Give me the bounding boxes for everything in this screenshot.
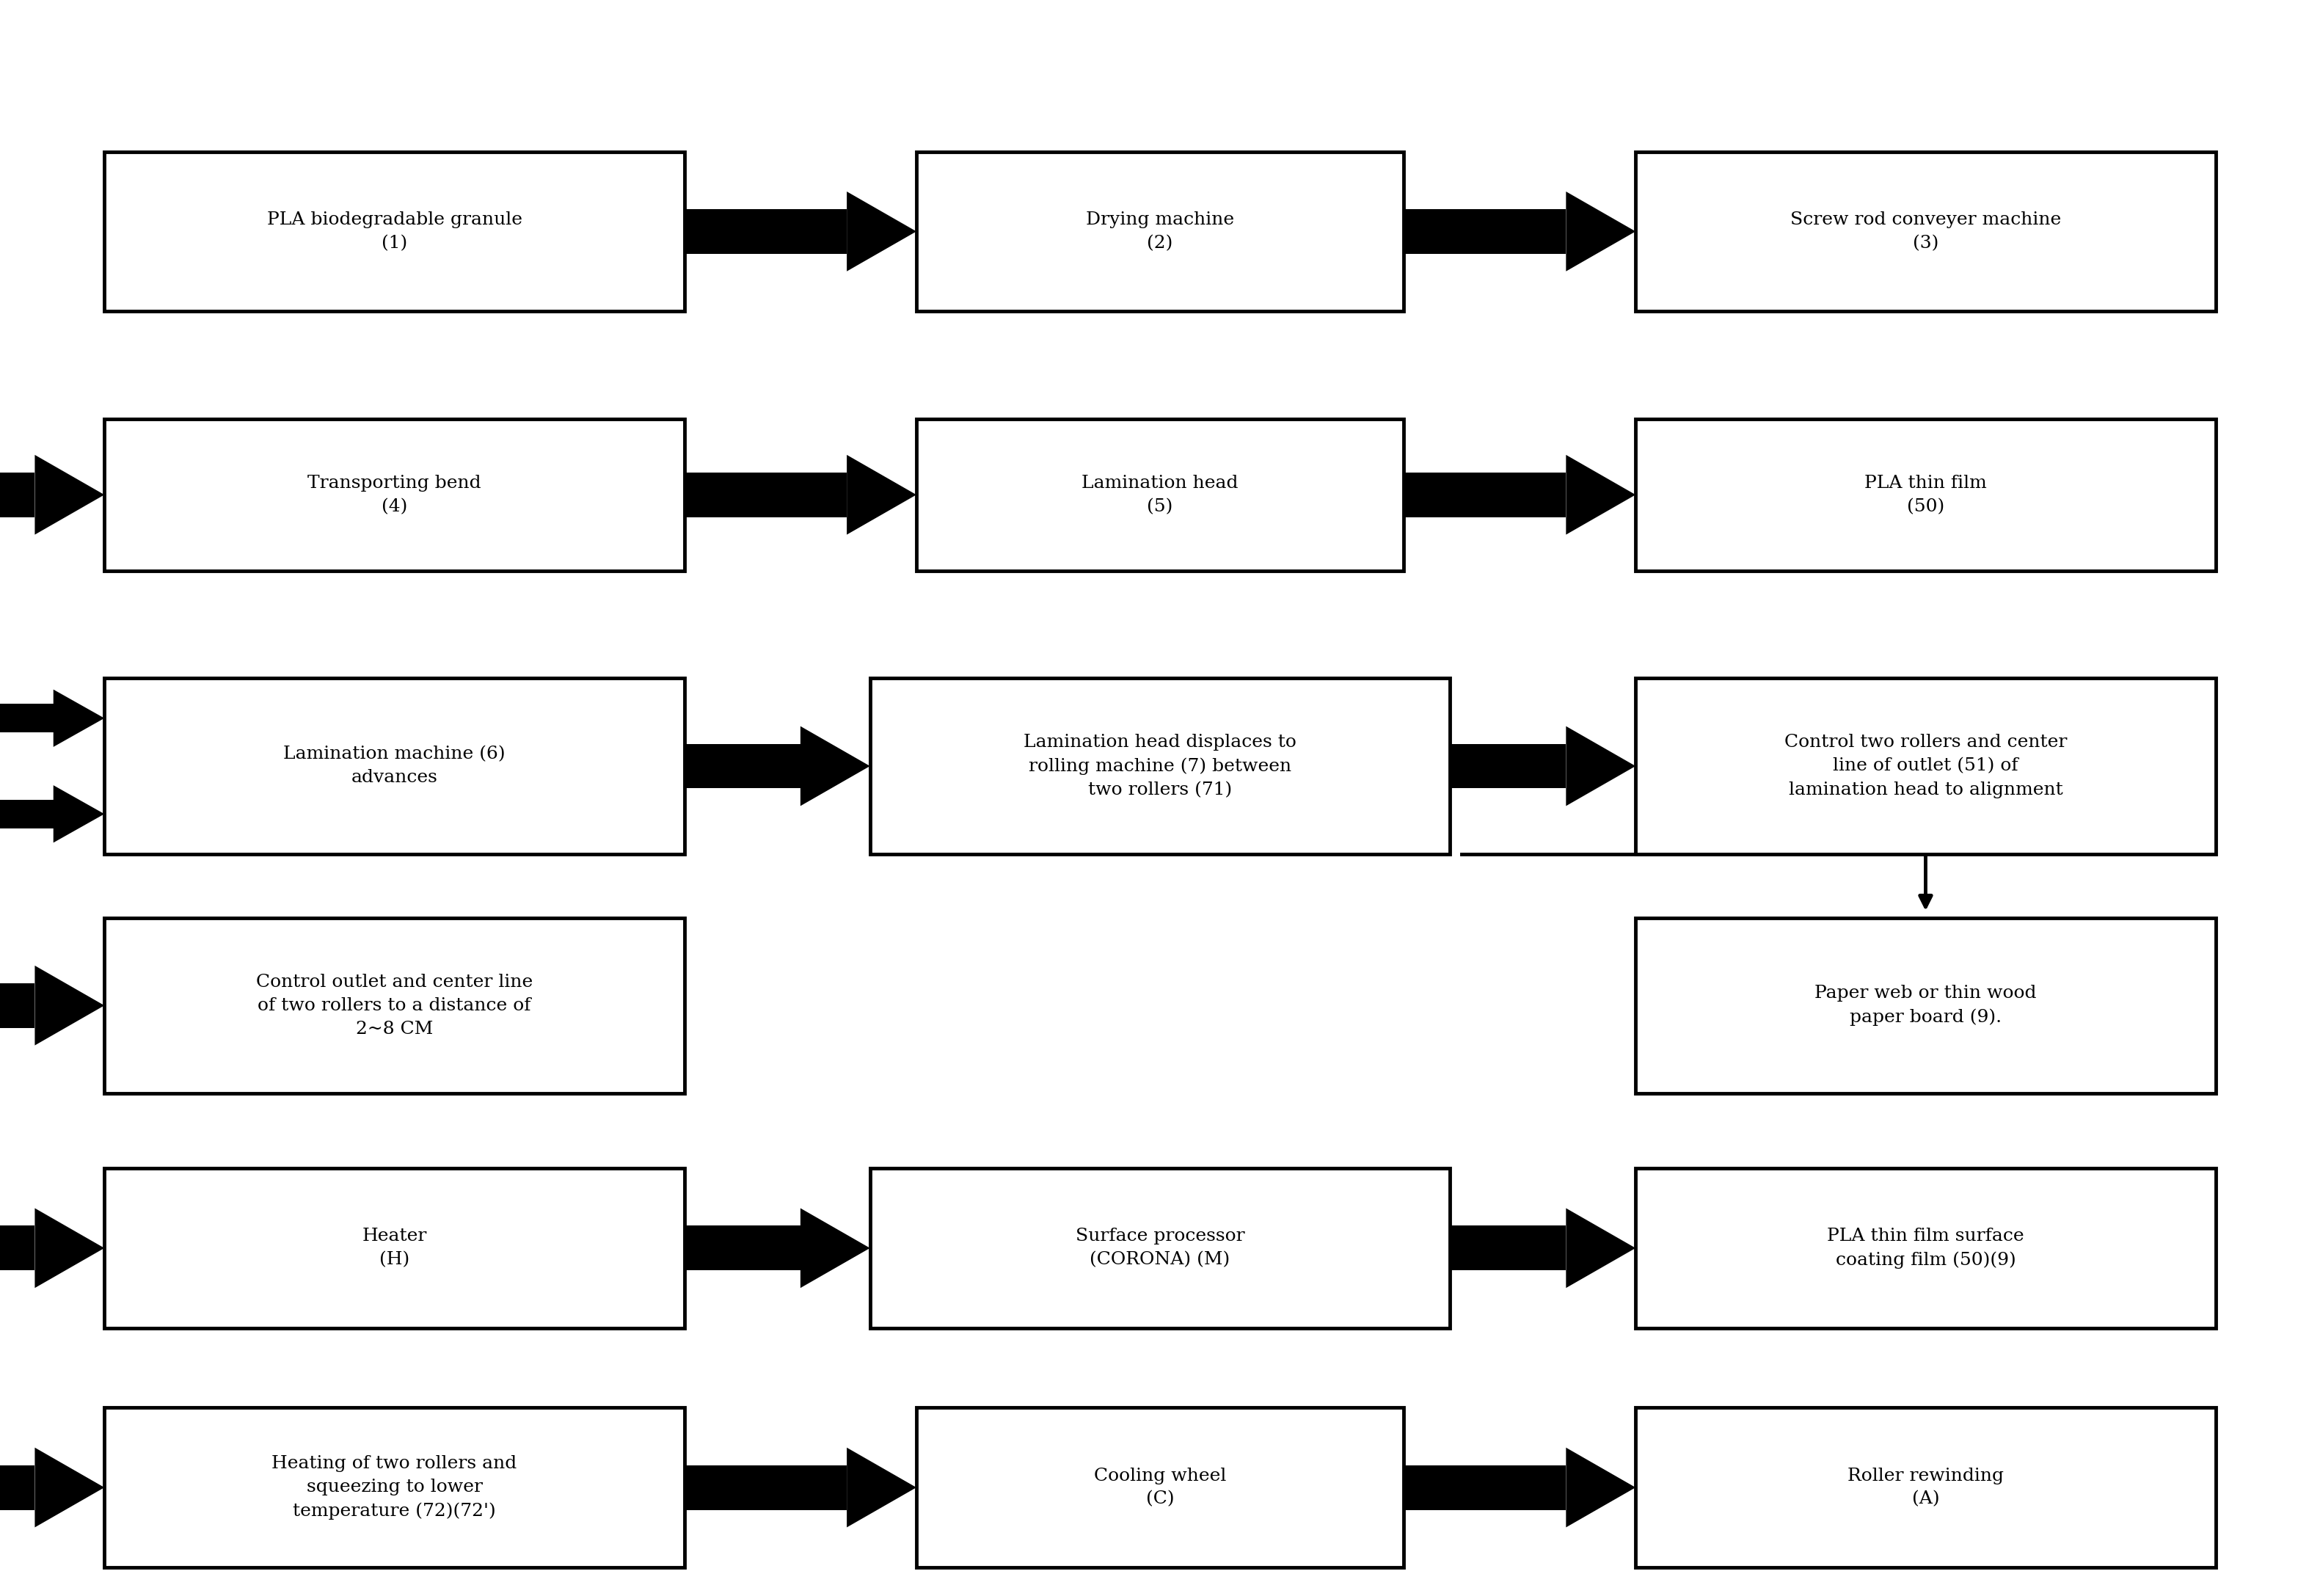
- Polygon shape: [53, 785, 104, 843]
- Polygon shape: [0, 1465, 35, 1510]
- FancyBboxPatch shape: [1636, 1408, 2216, 1567]
- Text: Lamination head
(5): Lamination head (5): [1081, 474, 1239, 516]
- Polygon shape: [847, 192, 916, 271]
- Polygon shape: [1566, 455, 1636, 535]
- Polygon shape: [0, 472, 35, 517]
- FancyBboxPatch shape: [104, 918, 684, 1093]
- FancyBboxPatch shape: [870, 1168, 1450, 1328]
- Polygon shape: [0, 704, 53, 733]
- FancyBboxPatch shape: [1636, 152, 2216, 311]
- Text: Heater
(H): Heater (H): [362, 1227, 427, 1269]
- Polygon shape: [1566, 726, 1636, 806]
- Text: Paper web or thin wood
paper board (9).: Paper web or thin wood paper board (9).: [1814, 985, 2037, 1026]
- FancyBboxPatch shape: [916, 152, 1404, 311]
- FancyBboxPatch shape: [1636, 678, 2216, 854]
- FancyBboxPatch shape: [104, 1408, 684, 1567]
- Polygon shape: [684, 744, 800, 788]
- Polygon shape: [800, 1208, 870, 1288]
- Polygon shape: [35, 966, 104, 1045]
- Polygon shape: [684, 1226, 800, 1270]
- Polygon shape: [1450, 744, 1566, 788]
- Polygon shape: [35, 455, 104, 535]
- Text: PLA biodegradable granule
(1): PLA biodegradable granule (1): [267, 211, 522, 252]
- Polygon shape: [1404, 1465, 1566, 1510]
- Polygon shape: [684, 1465, 847, 1510]
- Polygon shape: [1566, 1208, 1636, 1288]
- FancyBboxPatch shape: [1636, 918, 2216, 1093]
- FancyBboxPatch shape: [870, 678, 1450, 854]
- Text: Transporting bend
(4): Transporting bend (4): [309, 474, 480, 516]
- FancyBboxPatch shape: [104, 152, 684, 311]
- Polygon shape: [1404, 209, 1566, 254]
- FancyBboxPatch shape: [104, 678, 684, 854]
- Text: Lamination head displaces to
rolling machine (7) between
two rollers (71): Lamination head displaces to rolling mac…: [1023, 734, 1297, 798]
- Text: Lamination machine (6)
advances: Lamination machine (6) advances: [283, 745, 506, 787]
- Polygon shape: [0, 1226, 35, 1270]
- Text: Roller rewinding
(A): Roller rewinding (A): [1847, 1467, 2004, 1508]
- Polygon shape: [847, 1448, 916, 1527]
- Polygon shape: [800, 726, 870, 806]
- Polygon shape: [847, 455, 916, 535]
- Polygon shape: [35, 1448, 104, 1527]
- Polygon shape: [1566, 1448, 1636, 1527]
- Text: PLA thin film
(50): PLA thin film (50): [1865, 474, 1986, 516]
- FancyBboxPatch shape: [1636, 1168, 2216, 1328]
- Text: Heating of two rollers and
squeezing to lower
temperature (72)(72'): Heating of two rollers and squeezing to …: [271, 1456, 517, 1519]
- Polygon shape: [53, 689, 104, 747]
- Text: PLA thin film surface
coating film (50)(9): PLA thin film surface coating film (50)(…: [1828, 1227, 2023, 1269]
- FancyBboxPatch shape: [916, 420, 1404, 571]
- Text: Control outlet and center line
of two rollers to a distance of
2~8 CM: Control outlet and center line of two ro…: [255, 974, 534, 1037]
- Polygon shape: [0, 800, 53, 828]
- Polygon shape: [1566, 192, 1636, 271]
- Text: Cooling wheel
(C): Cooling wheel (C): [1093, 1467, 1227, 1508]
- FancyBboxPatch shape: [916, 1408, 1404, 1567]
- FancyBboxPatch shape: [104, 1168, 684, 1328]
- Text: Surface processor
(CORONA) (M): Surface processor (CORONA) (M): [1076, 1227, 1244, 1269]
- FancyBboxPatch shape: [1636, 420, 2216, 571]
- Polygon shape: [1404, 472, 1566, 517]
- Text: Control two rollers and center
line of outlet (51) of
lamination head to alignme: Control two rollers and center line of o…: [1784, 734, 2067, 798]
- FancyBboxPatch shape: [104, 420, 684, 571]
- Polygon shape: [35, 1208, 104, 1288]
- Polygon shape: [684, 472, 847, 517]
- Polygon shape: [1450, 1226, 1566, 1270]
- Polygon shape: [0, 983, 35, 1028]
- Text: Drying machine
(2): Drying machine (2): [1086, 211, 1234, 252]
- Text: Screw rod conveyer machine
(3): Screw rod conveyer machine (3): [1791, 211, 2060, 252]
- Polygon shape: [684, 209, 847, 254]
